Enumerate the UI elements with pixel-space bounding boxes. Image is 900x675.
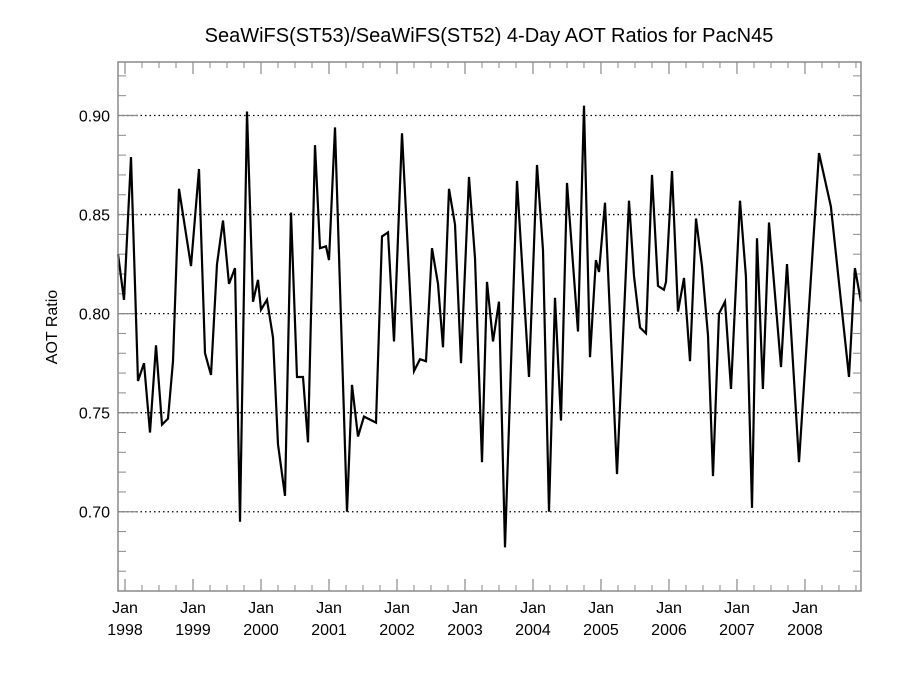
- y-tick-label: 0.75: [79, 406, 110, 423]
- x-tick-label-year: 2003: [447, 622, 483, 639]
- x-tick-label-year: 2006: [651, 622, 687, 639]
- x-tick-label-year: 2004: [515, 622, 551, 639]
- axis-ticks: [118, 62, 861, 591]
- x-tick-labels: Jan 1998 Jan 1999 Jan 2000 Jan 2001 Jan 2002 Jan 20…: [107, 600, 823, 639]
- y-tick-label: 0.85: [79, 208, 110, 225]
- y-axis-label: AOT Ratio: [44, 290, 61, 365]
- x-tick-label-month: Jan: [452, 600, 478, 617]
- x-tick-label-month: Jan: [724, 600, 750, 617]
- y-tick-label: 0.90: [79, 108, 110, 125]
- x-tick-label-year: 1999: [175, 622, 211, 639]
- x-tick-label-month: Jan: [248, 600, 274, 617]
- chart-title: SeaWiFS(ST53)/SeaWiFS(ST52) 4-Day AOT Ra…: [205, 25, 774, 47]
- x-tick-label-year: 2008: [787, 622, 823, 639]
- y-tick-label: 0.80: [79, 307, 110, 324]
- x-tick-label-month: Jan: [384, 600, 410, 617]
- x-tick-label-year: 2007: [719, 622, 755, 639]
- x-tick-label-month: Jan: [656, 600, 682, 617]
- x-tick-label-year: 2001: [311, 622, 347, 639]
- x-tick-label-month: Jan: [792, 600, 818, 617]
- x-tick-label-month: Jan: [180, 600, 206, 617]
- data-points: [118, 106, 861, 548]
- x-tick-label-month: Jan: [520, 600, 546, 617]
- y-tick-labels: 0.70 0.75 0.80 0.85 0.90: [79, 108, 110, 521]
- plot-frame: [117, 61, 862, 592]
- x-tick-label-month: Jan: [588, 600, 614, 617]
- x-tick-label-year: 2000: [243, 622, 279, 639]
- x-tick-label-year: 2002: [379, 622, 415, 639]
- x-tick-label-year: 2005: [583, 622, 619, 639]
- y-tick-label: 0.70: [79, 505, 110, 522]
- x-tick-label-year: 1998: [107, 622, 143, 639]
- x-tick-label-month: Jan: [316, 600, 342, 617]
- x-tick-label-month: Jan: [112, 600, 138, 617]
- series-line-aot-ratio: [116, 105, 863, 548]
